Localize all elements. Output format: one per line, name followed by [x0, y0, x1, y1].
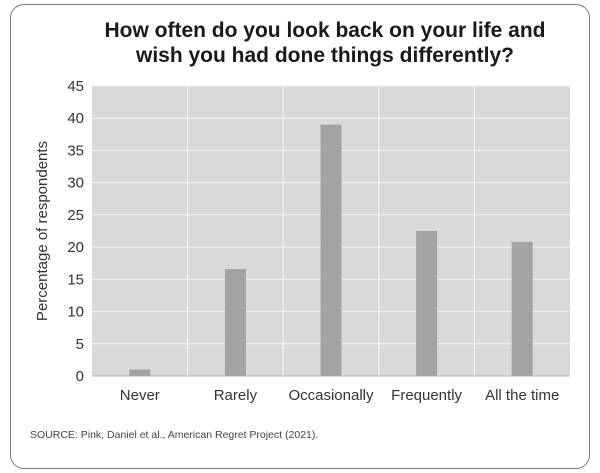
chart-title-line-2: wish you had done things differently? — [135, 44, 514, 67]
y-tick-label: 15 — [67, 271, 84, 288]
y-tick-label: 5 — [76, 336, 84, 353]
y-tick-label: 0 — [76, 368, 84, 385]
x-tick-label: Rarely — [214, 387, 258, 404]
x-tick-label: Occasionally — [288, 387, 374, 404]
bar — [320, 124, 342, 377]
y-tick-label: 35 — [67, 142, 84, 159]
bar — [129, 369, 151, 376]
bar — [511, 241, 533, 376]
y-tick-label: 40 — [67, 110, 84, 127]
bar — [224, 269, 246, 376]
y-tick-label: 20 — [67, 239, 84, 256]
y-axis-label: Percentage of respondents — [34, 141, 51, 321]
chart-title-line-1: How often do you look back on your life … — [104, 19, 546, 42]
y-tick-label: 25 — [67, 207, 84, 224]
chart-title: How often do you look back on your life … — [60, 18, 590, 68]
x-tick-label: Never — [120, 387, 160, 404]
y-tick-label: 30 — [67, 175, 84, 192]
bar — [416, 231, 438, 376]
source-note: SOURCE: Pink, Daniel et al., American Re… — [30, 429, 319, 441]
x-tick-label: Frequently — [391, 387, 462, 404]
x-tick-label: All the time — [485, 387, 559, 404]
y-tick-label: 10 — [67, 304, 84, 321]
y-tick-label: 45 — [67, 78, 84, 95]
